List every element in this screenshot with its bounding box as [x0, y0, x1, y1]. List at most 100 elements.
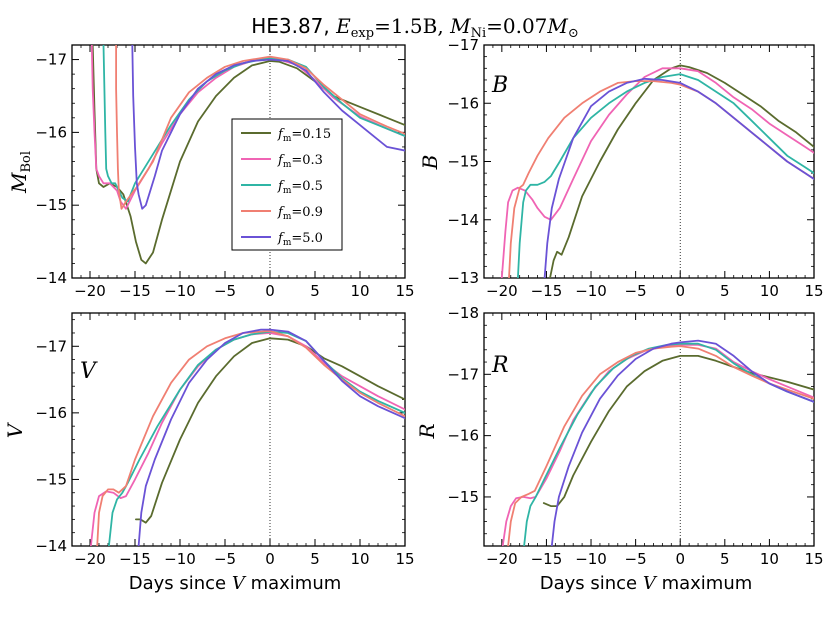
panel-label-v: V [80, 359, 98, 384]
series-group-bolometric [90, 45, 405, 265]
ylabel-v: V [3, 421, 27, 438]
title-main: HE3.87, [251, 14, 336, 38]
legend-label: fm=0.9 [277, 205, 323, 222]
series-line-f0.15 [549, 64, 814, 278]
legend-sub: m [283, 186, 292, 196]
series-line-f0.15 [91, 45, 405, 265]
series-line-f0.9 [508, 80, 814, 278]
y-tick-label: −14 [35, 269, 67, 287]
y-tick-label: −15 [35, 470, 67, 488]
legend-sub: m [283, 160, 292, 170]
series-line-f0.5 [102, 45, 405, 203]
series-line-f0.15 [542, 355, 814, 507]
x-tick-label: −15 [531, 550, 563, 568]
panel-r-band: −20 −15 −10 −5 0 5 10 15 −15 −16 −17 −18 [447, 304, 823, 568]
legend-value: =0.5 [291, 179, 323, 194]
x-tick-label: 0 [265, 550, 275, 568]
x-tick-label: 15 [804, 282, 823, 300]
legend-sub: m [283, 134, 292, 144]
series-line-f0.3 [500, 67, 814, 278]
series-line-f0.9 [507, 345, 814, 546]
xlabel-right-post: maximum [656, 573, 752, 594]
xlabel-right-var: V [643, 573, 658, 594]
series-line-f0.5 [517, 73, 814, 278]
x-tick-label: −10 [575, 282, 607, 300]
y-tick-label: −17 [35, 337, 67, 355]
series-line-f0.3 [90, 332, 405, 546]
x-tick-label: 10 [760, 282, 779, 300]
series-group-v [90, 328, 405, 546]
x-tick-label: 5 [310, 282, 320, 300]
plot-frame-v [71, 312, 406, 547]
series-line-f0.9 [115, 45, 405, 210]
xlabel-right-pre: Days since [540, 573, 643, 594]
xlabel-right: Days since V maximum [540, 573, 753, 594]
x-tick-label: 15 [395, 282, 414, 300]
series-line-f5.0 [131, 45, 405, 210]
x-tick-label: −5 [214, 550, 236, 568]
y-tick-label: −16 [35, 123, 67, 141]
plot-frame-r [483, 312, 815, 547]
title-msun-symbol: M [546, 14, 568, 38]
y-tick-label: −18 [447, 304, 479, 322]
title-m-symbol: M [449, 14, 471, 38]
series-line-f0.5 [108, 330, 405, 546]
series-line-f0.5 [523, 342, 814, 546]
panel-bolometric: −20 −15 −10 −5 0 5 10 15 −14 −15 −16 −17 [35, 44, 415, 300]
ylabel-bolometric: MBol [7, 151, 34, 194]
xlabel-left-pre: Days since [129, 573, 232, 594]
x-tick-label: −5 [214, 282, 236, 300]
title-e-value: =1.5B, [374, 14, 450, 38]
legend-label: fm=0.15 [277, 127, 331, 144]
panel-label-b: B [491, 73, 508, 98]
x-tick-label: 5 [310, 550, 320, 568]
series-line-f0.3 [501, 344, 814, 546]
x-tick-label: −15 [119, 282, 151, 300]
y-tick-label: −17 [35, 51, 67, 69]
x-tick-label: −10 [575, 550, 607, 568]
x-tick-label: 0 [265, 282, 275, 300]
x-tick-label: −15 [531, 282, 563, 300]
x-tick-label: 10 [350, 282, 369, 300]
x-tick-label: 10 [350, 550, 369, 568]
legend-label: fm=0.3 [277, 153, 323, 170]
y-tick-label: −16 [35, 404, 67, 422]
panel-label-r: R [491, 353, 509, 378]
x-tick-label: −20 [486, 282, 518, 300]
x-tick-label: −5 [625, 282, 647, 300]
y-tick-label: −16 [447, 94, 479, 112]
y-tick-label: −14 [447, 211, 479, 229]
legend-symbol: f [277, 153, 285, 168]
title-e-symbol: E [335, 14, 351, 38]
legend-label: fm=0.5 [277, 179, 323, 196]
y-tick-label: −17 [447, 365, 479, 383]
ylabel-bolometric-symbol: M [7, 172, 31, 194]
legend-value: =0.15 [291, 127, 331, 142]
xlabel-left: Days since V maximum [129, 573, 342, 594]
legend-symbol: f [277, 179, 285, 194]
ylabel-r: R [415, 423, 439, 439]
x-tick-label: −15 [119, 550, 151, 568]
x-tick-label: 5 [720, 282, 730, 300]
x-tick-label: −5 [625, 550, 647, 568]
x-tick-label: −20 [74, 550, 106, 568]
series-group-r [501, 339, 814, 546]
series-line-f0.9 [96, 330, 405, 546]
series-line-f5.0 [550, 339, 814, 546]
y-tick-label: −15 [447, 153, 479, 171]
y-tick-label: −13 [447, 269, 479, 287]
title-m-sub: Ni [471, 26, 487, 41]
panel-b-band: −20 −15 −10 −5 0 5 10 15 −13 −14 −15 −16 −17 [447, 36, 823, 300]
ylabel-bolometric-sub: Bol [19, 151, 34, 173]
x-tick-label: −20 [74, 282, 106, 300]
legend-value: =0.9 [291, 205, 323, 220]
figure-title: HE3.87, Eexp=1.5B, MNi=0.07M⊙ [251, 14, 579, 41]
panel-v-band: −20 −15 −10 −5 0 5 10 15 −14 −15 −16 −17 [35, 312, 415, 568]
x-tick-label: 15 [395, 550, 414, 568]
ylabel-b: B [418, 155, 442, 171]
x-tick-label: 5 [720, 550, 730, 568]
series-line-f0.15 [135, 337, 405, 524]
legend-symbol: f [277, 127, 285, 142]
x-tick-label: −20 [486, 550, 518, 568]
